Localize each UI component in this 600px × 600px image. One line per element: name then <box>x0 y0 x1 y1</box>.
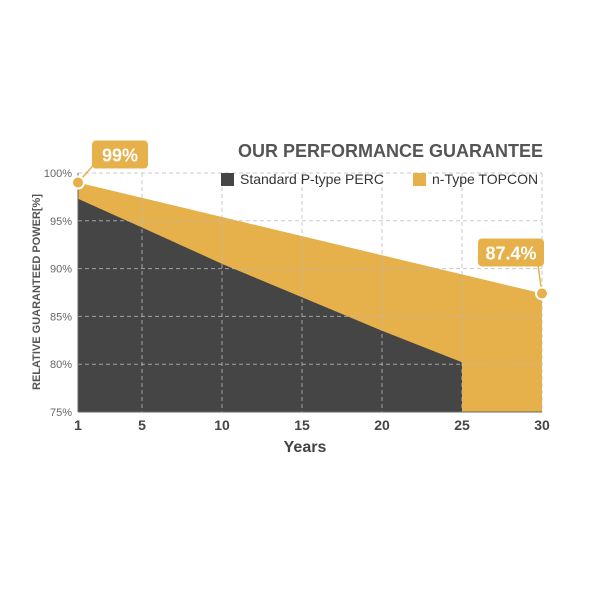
x-tick-label: 25 <box>454 417 470 433</box>
x-tick-label: 15 <box>294 417 310 433</box>
y-tick-label: 85% <box>50 311 72 323</box>
legend-label-topcon: n-Type TOPCON <box>432 171 538 187</box>
callout-label-99: 99% <box>102 146 138 166</box>
x-tick-label: 1 <box>74 417 82 433</box>
y-tick-label: 80% <box>50 359 72 371</box>
callout-box-874 <box>478 238 544 267</box>
callouts: 99% 87.4% <box>71 140 549 301</box>
axes <box>77 173 542 413</box>
x-tick-label: 30 <box>534 417 550 433</box>
legend: Standard P-type PERC n-Type TOPCON <box>221 171 538 187</box>
x-tick-label: 5 <box>138 417 146 433</box>
legend-swatch-perc <box>221 173 234 186</box>
x-tick-labels: 1 5 10 15 20 25 30 <box>74 417 550 433</box>
area-perc <box>78 198 462 412</box>
x-tick-label: 10 <box>214 417 230 433</box>
x-tick-label: 20 <box>374 417 390 433</box>
legend-label-perc: Standard P-type PERC <box>240 171 384 187</box>
y-axis-label: RELATIVE GUARANTEED POWER[%] <box>31 194 43 390</box>
point-marker-874 <box>535 286 549 301</box>
x-axis-label: Years <box>284 439 327 456</box>
callout-label-874: 87.4% <box>485 243 536 263</box>
y-tick-label: 95% <box>50 216 72 228</box>
legend-swatch-topcon <box>413 173 426 186</box>
callout-box-99 <box>92 140 148 169</box>
chart-title: OUR PERFORMANCE GUARANTEE <box>238 141 543 161</box>
y-tick-labels: 75% 80% 85% 90% 95% 100% <box>44 168 72 419</box>
y-tick-label: 90% <box>50 264 72 276</box>
point-marker-99 <box>71 175 85 190</box>
chart-areas <box>78 182 542 412</box>
y-tick-label: 100% <box>44 168 72 180</box>
y-tick-label: 75% <box>50 407 72 419</box>
